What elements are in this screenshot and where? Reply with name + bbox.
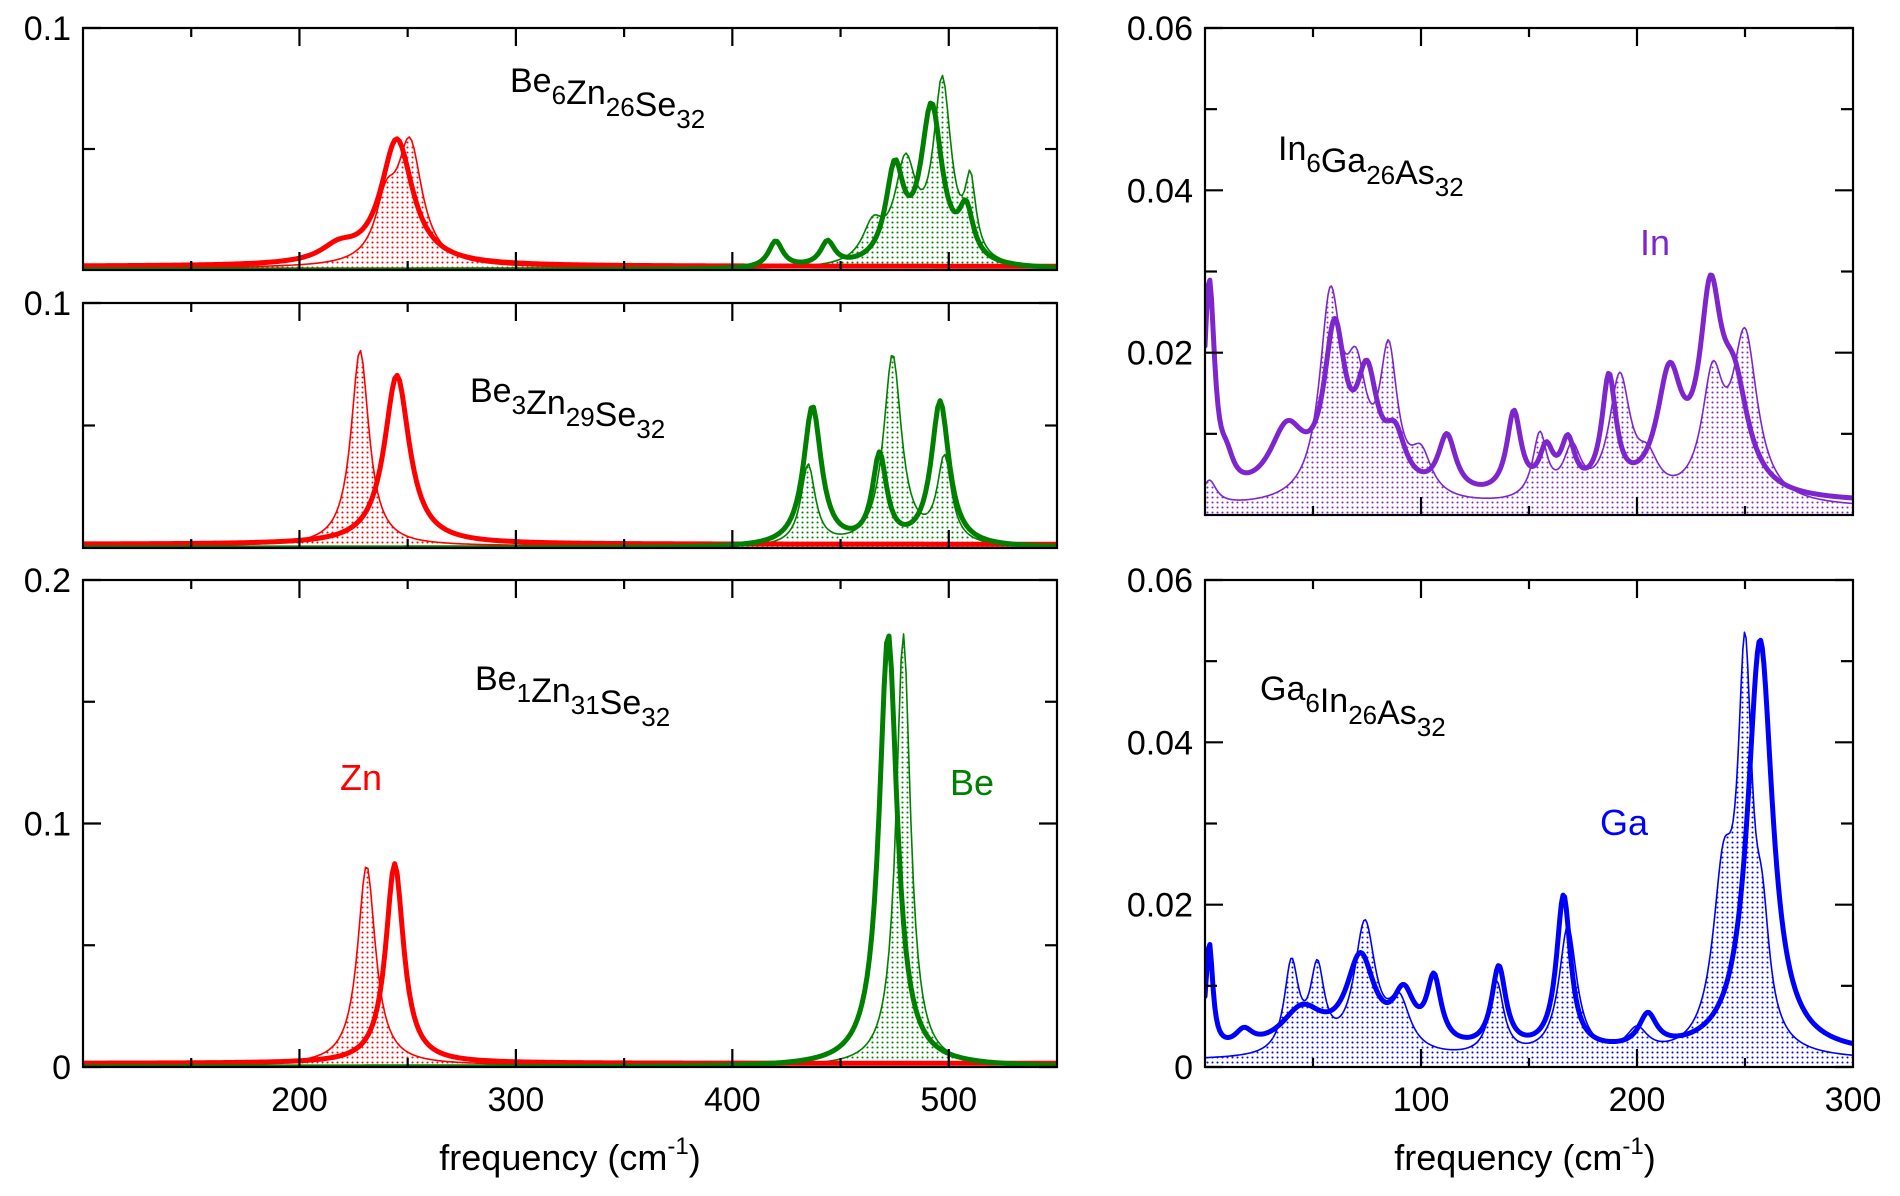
x-tick-label: 300	[488, 1081, 545, 1119]
plot-area	[1205, 631, 1853, 1067]
be-dotted-fill	[83, 75, 1057, 270]
y-tick-label: 0.06	[1127, 562, 1193, 600]
compound-formula: Be3Zn29Se32	[470, 372, 665, 444]
panel-5: 0 0.02 0.04 0.06 100 200 300 frequency (cm-1) Ga…	[1127, 562, 1882, 1178]
y-tick-label: 0.2	[24, 562, 71, 600]
x-tick-label: 100	[1393, 1081, 1450, 1119]
ga-thin-curve	[1205, 631, 1853, 1059]
y-tick-label: 0.1	[24, 10, 71, 48]
chart-panels: 0.1 Be6Zn26Se32 0.1 Be3Zn29Se32 0 0.1 0.2 200 30…	[24, 10, 1882, 1178]
y-tick-label: 0.02	[1127, 887, 1193, 925]
be-dotted-fill	[83, 355, 1057, 548]
y-tick-label: 0.02	[1127, 335, 1193, 373]
in-thick-curve	[1205, 272, 1853, 501]
panel-3: 0 0.1 0.2 200 300 400 500 frequency (cm-1) Be1Zn…	[24, 562, 1059, 1178]
series-label-be: Be	[950, 762, 994, 803]
x-axis-title: frequency (cm-1)	[439, 1133, 700, 1178]
y-tick-label: 0	[52, 1049, 71, 1087]
x-tick-label: 400	[704, 1081, 761, 1119]
y-tick-label: 0.1	[24, 806, 71, 844]
compound-formula: Be1Zn31Se32	[475, 660, 670, 732]
x-tick-label: 500	[920, 1081, 977, 1119]
compound-formula: Be6Zn26Se32	[510, 62, 705, 134]
y-tick-label: 0.06	[1127, 10, 1193, 48]
series-label-zn: Zn	[340, 757, 382, 798]
plot-area	[83, 349, 1057, 548]
x-tick-label: 200	[271, 1081, 328, 1119]
plot-area	[1205, 272, 1853, 515]
in-dotted-fill	[1205, 285, 1853, 515]
panel-2: 0.1 Be3Zn29Se32	[24, 285, 1059, 550]
series-label-in: In	[1640, 222, 1670, 263]
series-label-ga: Ga	[1600, 802, 1649, 843]
x-tick-label: 300	[1825, 1081, 1882, 1119]
compound-formula: In6Ga26As32	[1278, 130, 1464, 202]
zn-thick-curve	[83, 861, 1057, 1066]
x-axis-title: frequency (cm-1)	[1394, 1133, 1655, 1178]
panel-4: 0.02 0.04 0.06 In6Ga26As32 In	[1127, 10, 1855, 517]
panel-1: 0.1 Be6Zn26Se32	[24, 10, 1059, 272]
ga-thick-curve	[1205, 637, 1853, 1047]
y-tick-label: 0.04	[1127, 724, 1193, 762]
y-tick-label: 0.1	[24, 285, 71, 323]
y-tick-label: 0	[1174, 1049, 1193, 1087]
compound-formula: Ga6In26As32	[1260, 670, 1446, 742]
zn-thick-curve	[83, 136, 1057, 269]
y-tick-label: 0.04	[1127, 172, 1193, 210]
x-tick-label: 200	[1609, 1081, 1666, 1119]
zn-thick-curve	[83, 372, 1057, 547]
